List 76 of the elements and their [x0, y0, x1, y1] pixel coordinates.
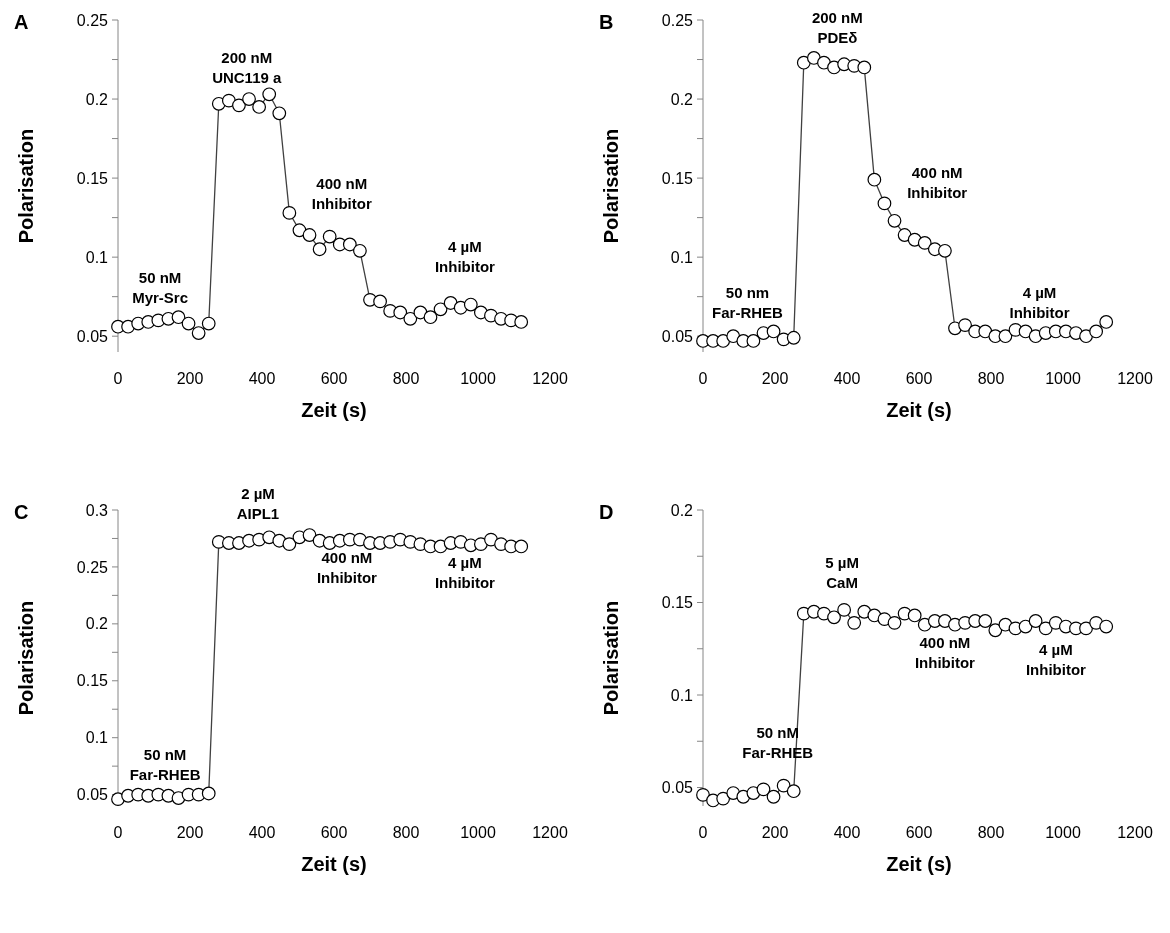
x-tick-label: 1200 — [1117, 369, 1153, 387]
x-tick-label: 600 — [905, 369, 933, 387]
y-tick-label: 0.05 — [76, 327, 109, 345]
x-tick-label: 1000 — [460, 369, 496, 387]
x-tick-label: 400 — [248, 369, 276, 387]
x-tick-label: 1000 — [1045, 369, 1081, 387]
annotation: 50 nM Far-RHEB — [129, 746, 201, 784]
y-tick-label: 0.05 — [661, 327, 694, 345]
x-tick-label: 800 — [977, 823, 1005, 841]
x-tick-label: 1200 — [532, 369, 568, 387]
y-tick-label: 0.1 — [85, 248, 109, 266]
annotation: 400 nM Inhibitor — [914, 633, 976, 671]
y-tick-label: 0.15 — [76, 672, 109, 690]
annotation: 4 µM Inhibitor — [1025, 641, 1087, 679]
x-tick-label: 400 — [833, 369, 861, 387]
x-tick-label: 0 — [113, 823, 123, 841]
y-tick-label: 0.25 — [76, 11, 109, 29]
y-tick-label: 0.05 — [661, 779, 694, 797]
y-tick-label: 0.2 — [85, 615, 109, 633]
x-axis-title: Zeit (s) — [886, 853, 952, 875]
annotation: 200 nM UNC119 a — [212, 48, 282, 86]
annotation: 400 nM Inhibitor — [907, 163, 968, 201]
x-tick-label: 400 — [833, 823, 861, 841]
y-tick-label: 0.2 — [85, 90, 109, 108]
annotation: 2 µM AIPL1 — [236, 485, 280, 523]
chart-title: A — [14, 11, 29, 33]
y-tick-label: 0.3 — [85, 501, 109, 519]
chart-title: B — [599, 11, 614, 33]
y-axis-title: Polarisation — [600, 600, 622, 716]
y-tick-label: 0.2 — [670, 501, 694, 519]
x-axis-title: Zeit (s) — [886, 399, 952, 421]
y-tick-label: 0.2 — [670, 90, 694, 108]
x-tick-label: 1000 — [460, 823, 496, 841]
x-tick-label: 800 — [977, 369, 1005, 387]
annotation: 200 nM PDEδ — [811, 9, 863, 47]
x-tick-label: 200 — [761, 369, 789, 387]
y-tick-label: 0.15 — [661, 169, 694, 187]
x-tick-label: 0 — [113, 369, 123, 387]
x-tick-label: 200 — [176, 369, 204, 387]
y-tick-label: 0.1 — [670, 686, 694, 704]
x-tick-label: 400 — [248, 823, 276, 841]
annotation: 5 µM CaM — [825, 554, 859, 592]
annotation: 4 µM Inhibitor — [434, 238, 496, 276]
annotation: 400 nM Inhibitor — [311, 175, 372, 213]
y-tick-label: 0.25 — [76, 558, 109, 576]
y-tick-label: 0.1 — [85, 729, 109, 747]
y-tick-label: 0.25 — [661, 11, 694, 29]
annotation: 50 nM Far-RHEB — [742, 724, 814, 762]
x-tick-label: 600 — [320, 369, 348, 387]
annotation: 4 µM Inhibitor — [1009, 284, 1070, 322]
x-tick-label: 0 — [698, 369, 708, 387]
x-axis-title: Zeit (s) — [301, 399, 367, 421]
x-tick-label: 800 — [392, 823, 420, 841]
x-tick-label: 0 — [698, 823, 708, 841]
x-tick-label: 200 — [761, 823, 789, 841]
y-axis-title: Polarisation — [15, 128, 37, 244]
annotation: 50 nm Far-RHEB — [712, 284, 784, 322]
x-tick-label: 600 — [320, 823, 348, 841]
x-tick-label: 1000 — [1045, 823, 1081, 841]
chart-title: D — [599, 501, 614, 523]
annotation: 50 nM Myr-Src — [132, 268, 189, 306]
annotation: 4 µM Inhibitor — [434, 554, 496, 591]
annotation: 400 nM Inhibitor — [316, 549, 378, 587]
y-tick-label: 0.15 — [76, 169, 109, 187]
x-tick-label: 1200 — [1117, 823, 1153, 841]
x-tick-label: 200 — [176, 823, 204, 841]
x-axis-title: Zeit (s) — [301, 853, 367, 875]
y-axis-title: Polarisation — [15, 600, 37, 716]
x-tick-label: 1200 — [532, 823, 568, 841]
y-tick-label: 0.05 — [76, 786, 109, 804]
chart-title: C — [14, 501, 29, 523]
x-tick-label: 800 — [392, 369, 420, 387]
y-tick-label: 0.1 — [670, 248, 694, 266]
y-tick-label: 0.15 — [661, 594, 694, 612]
y-axis-title: Polarisation — [600, 128, 622, 244]
x-tick-label: 600 — [905, 823, 933, 841]
